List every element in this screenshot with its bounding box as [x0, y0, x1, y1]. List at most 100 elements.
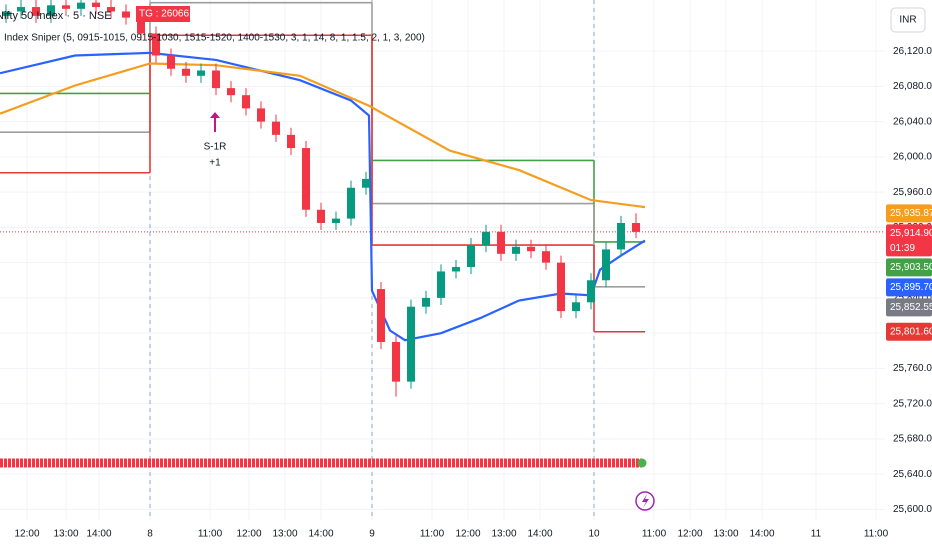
candle-body	[497, 231, 505, 254]
signal-arrow-head	[210, 112, 220, 118]
x-tick-label: 11:00	[642, 529, 667, 540]
price-label: 25,895.70	[890, 282, 932, 293]
candle-body	[527, 246, 535, 252]
candle-body	[542, 251, 550, 263]
x-tick-label: 11:00	[420, 529, 445, 540]
candle-body	[122, 11, 130, 18]
candle-body	[392, 341, 400, 382]
candle-body	[107, 7, 115, 12]
candle-body	[272, 121, 280, 135]
price-label: 25,801.60	[890, 326, 932, 337]
candle-body	[572, 302, 580, 312]
price-label: 25,914.90	[890, 228, 932, 239]
candle-body	[632, 222, 640, 232]
candle-body	[62, 5, 70, 9]
y-tick-label: 25,640.00	[893, 469, 932, 480]
x-tick-label: 12:00	[455, 529, 480, 540]
x-tick-label: 11	[811, 529, 822, 540]
x-tick-label: 11:00	[864, 529, 889, 540]
candle-body	[287, 134, 295, 149]
x-tick-label: 14:00	[308, 529, 333, 540]
candle-body	[512, 246, 520, 254]
x-tick-label: 13:00	[491, 529, 516, 540]
time-axis	[0, 520, 885, 550]
price-label-box	[886, 224, 932, 257]
candle-body	[212, 70, 220, 89]
candle-body	[197, 70, 205, 76]
target-box	[136, 6, 190, 22]
candle-body	[347, 187, 355, 219]
x-tick-label: 8	[147, 529, 153, 540]
candle-body	[227, 88, 235, 96]
candle-body	[92, 2, 100, 8]
candle-body	[242, 95, 250, 109]
price-label: 25,852.55	[890, 302, 932, 313]
candle-body	[407, 306, 415, 382]
signal-label: S-1R	[204, 142, 227, 153]
candle-body	[587, 280, 595, 303]
price-label-box	[886, 204, 932, 223]
candle-body	[482, 231, 490, 246]
average-line	[0, 51, 646, 342]
candle-body	[47, 5, 55, 16]
x-tick-label: 11:00	[198, 529, 223, 540]
candle-body	[602, 249, 610, 281]
event-icon-bolt	[642, 494, 649, 508]
average-line	[0, 62, 646, 209]
x-tick-label: 13:00	[713, 529, 738, 540]
candle-body	[422, 297, 430, 307]
x-tick-label: 12:00	[236, 529, 261, 540]
chart-title: Nifty 50 Index · 5 · NSE	[0, 10, 112, 22]
price-label: 25,903.50	[890, 262, 932, 273]
candle-body	[557, 262, 565, 312]
y-tick-label: 26,080.00	[893, 81, 932, 92]
currency-button[interactable]	[890, 7, 926, 33]
price-label-box	[886, 298, 932, 317]
candle-body	[2, 11, 10, 16]
candle-body	[137, 17, 145, 34]
y-tick-label: 26,040.00	[893, 116, 932, 127]
y-tick-label: 25,680.00	[893, 434, 932, 445]
candle-body	[32, 7, 40, 16]
y-tick-label: 26,120.00	[893, 46, 932, 57]
candle-body	[617, 222, 625, 250]
candle-body	[377, 289, 385, 342]
signal-count: +1	[209, 158, 221, 169]
candle-body	[302, 148, 310, 210]
y-tick-label: 26,000.00	[893, 152, 932, 163]
candle-body	[17, 7, 25, 12]
x-tick-label: 14:00	[749, 529, 774, 540]
y-tick-label: 25,760.00	[893, 363, 932, 374]
candle-body	[437, 271, 445, 298]
candle-body	[152, 33, 160, 56]
candle-body	[257, 108, 265, 122]
axes: 25,600.00 25,640.00 25,680.00 25,720.00 25,7…	[14, 46, 932, 540]
signal-band-end	[637, 458, 647, 468]
y-tick-label: 25,960.00	[893, 187, 932, 198]
price-label-box	[886, 322, 932, 341]
price-countdown: 01:39	[890, 243, 915, 254]
y-tick-label: 25,600.00	[893, 504, 932, 515]
plot-area	[0, 0, 885, 397]
y-tick-label: 25,720.00	[893, 398, 932, 409]
price-label: 25,935.87	[890, 208, 932, 219]
x-tick-label: 13:00	[272, 529, 297, 540]
y-tick-label: 25,840.00	[893, 293, 932, 304]
candle-body	[167, 55, 175, 69]
candle-body	[467, 245, 475, 268]
indicator-label: Index Sniper (5, 0915-1015, 0915-1030, 1…	[4, 33, 425, 44]
candle-body	[182, 68, 190, 76]
candle-body	[77, 2, 85, 9]
x-tick-label: 12:00	[14, 529, 39, 540]
x-tick-label: 14:00	[86, 529, 111, 540]
price-label-box	[886, 278, 932, 297]
candle-body	[332, 218, 340, 223]
candle-body	[362, 178, 370, 188]
x-tick-label: 12:00	[677, 529, 702, 540]
x-tick-label: 13:00	[53, 529, 78, 540]
candle-body	[452, 267, 460, 272]
candle-body	[317, 209, 325, 223]
price-label-box	[886, 258, 932, 277]
x-tick-label: 9	[369, 529, 375, 540]
